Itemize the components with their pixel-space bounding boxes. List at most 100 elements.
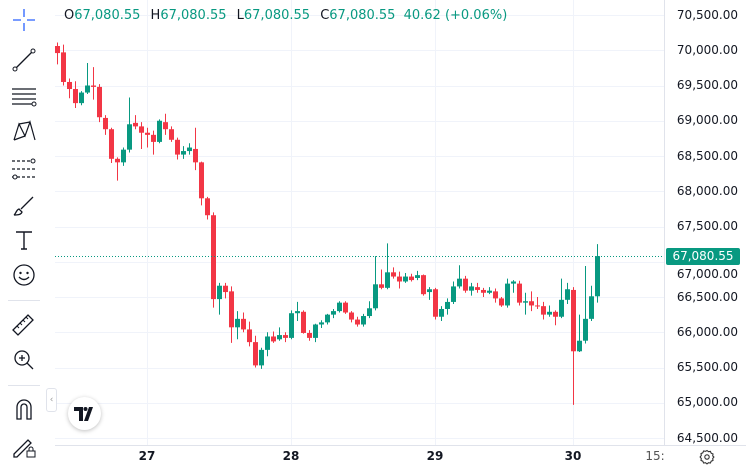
candle-body: [523, 301, 528, 303]
candle-body: [259, 349, 264, 366]
candle-body: [421, 275, 426, 295]
price-tick-label: 67,500.00: [676, 219, 738, 233]
candle-up: [511, 280, 516, 293]
time-tick-label: 28: [282, 449, 300, 463]
candle-body: [541, 306, 546, 315]
settings-gear-icon[interactable]: [699, 449, 715, 465]
candle-down: [175, 137, 180, 160]
candle-body: [457, 278, 462, 287]
candle-body: [271, 336, 276, 342]
candle-body: [433, 289, 438, 317]
candle-down: [529, 291, 534, 312]
candle-body: [553, 311, 558, 317]
candle-up: [325, 313, 330, 325]
candle-down: [55, 42, 60, 65]
candle-down: [493, 288, 498, 303]
candle-body: [427, 289, 432, 293]
candle-body: [181, 151, 186, 155]
candle-body: [331, 311, 336, 315]
candle-body: [133, 122, 138, 127]
low-value: 67,080.55: [243, 8, 311, 23]
candle-down: [199, 161, 204, 206]
lock-drawing-icon[interactable]: [8, 430, 40, 462]
candle-body: [415, 275, 420, 278]
candle-body: [439, 308, 444, 317]
candle-down: [517, 280, 522, 306]
candle-down: [349, 311, 354, 323]
close-label: C: [320, 8, 330, 23]
price-tick-label: 68,000.00: [676, 183, 738, 198]
last-price-tag: 67,080.55: [666, 247, 740, 265]
candle-body: [157, 120, 162, 142]
candle-down: [541, 301, 546, 320]
trend-line-icon[interactable]: [8, 44, 40, 76]
brush-icon[interactable]: [8, 189, 40, 221]
candle-up: [217, 282, 222, 315]
candle-up: [373, 256, 378, 311]
candle-body: [403, 276, 408, 282]
candle-up: [469, 282, 474, 296]
magnet-icon[interactable]: [8, 393, 40, 425]
candle-body: [295, 311, 300, 314]
price-tick-label: 68,500.00: [676, 148, 738, 163]
candle-body: [115, 158, 120, 163]
candle-down: [409, 273, 414, 282]
crosshair-icon[interactable]: [8, 4, 40, 36]
candle-body: [85, 85, 90, 93]
pattern-icon[interactable]: [8, 115, 40, 147]
candle-body: [67, 81, 72, 90]
open-value: 67,080.55: [74, 8, 141, 23]
candle-down: [193, 127, 198, 171]
candle-body: [559, 299, 564, 317]
candle-up: [385, 243, 390, 290]
ruler-icon[interactable]: [8, 308, 40, 340]
low-label: L: [236, 8, 244, 23]
candle-down: [481, 287, 486, 297]
high-value: 67,080.55: [160, 8, 227, 23]
text-icon[interactable]: [8, 224, 40, 256]
candle-up: [331, 308, 336, 319]
price-tick-label: 66,500.00: [676, 289, 738, 304]
candle-up: [367, 301, 372, 319]
candle-down: [115, 157, 120, 181]
candle-up: [589, 285, 594, 321]
candle-body: [97, 86, 102, 118]
candle-up: [505, 278, 510, 308]
close-value: 67,080.55: [329, 8, 396, 23]
candle-body: [469, 286, 474, 291]
candle-body: [367, 308, 372, 317]
candle-body: [355, 319, 360, 325]
candle-down: [301, 310, 306, 334]
candle-body: [583, 318, 588, 341]
fib-icon[interactable]: [8, 153, 40, 185]
candle-body: [313, 324, 318, 338]
candle-body: [499, 298, 504, 306]
time-label-15: 15:: [645, 449, 665, 463]
price-tick-label: 70,000.00: [676, 42, 738, 57]
candle-body: [61, 52, 66, 82]
candle-up: [451, 281, 456, 305]
emoji-icon[interactable]: [8, 259, 40, 291]
candle-body: [289, 313, 294, 338]
candle-body: [277, 335, 282, 340]
tradingview-logo[interactable]: [68, 397, 101, 430]
candle-body: [241, 318, 246, 330]
candle-body: [235, 318, 240, 328]
candle-up: [295, 301, 300, 321]
price-tick-label: 69,500.00: [676, 78, 738, 92]
candle-body: [265, 336, 270, 350]
horizontal-lines-icon[interactable]: [8, 81, 40, 113]
candle-down: [271, 331, 276, 343]
candle-body: [325, 314, 330, 323]
candle-down: [205, 196, 210, 220]
candle-body: [139, 126, 144, 133]
zoom-in-icon[interactable]: [8, 344, 40, 376]
candle-body: [205, 198, 210, 216]
candle-body: [517, 283, 522, 303]
candle-body: [373, 284, 378, 309]
candle-body: [283, 335, 288, 338]
price-tick-label: 65,500.00: [676, 360, 738, 374]
candle-body: [73, 89, 78, 104]
collapse-toolbar-button[interactable]: ‹: [46, 388, 57, 412]
